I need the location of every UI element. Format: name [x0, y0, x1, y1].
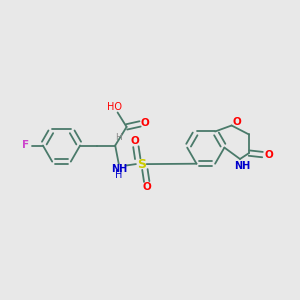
Text: HO: HO [106, 101, 122, 112]
Text: O: O [264, 150, 273, 160]
Text: H: H [116, 133, 122, 142]
Text: S: S [137, 158, 146, 171]
Text: O: O [232, 117, 242, 127]
Text: NH: NH [111, 164, 127, 175]
Text: F: F [22, 140, 29, 151]
Text: O: O [141, 118, 150, 128]
Text: H: H [115, 170, 122, 181]
Text: O: O [143, 182, 152, 192]
Text: O: O [131, 136, 140, 146]
Text: NH: NH [234, 160, 250, 171]
